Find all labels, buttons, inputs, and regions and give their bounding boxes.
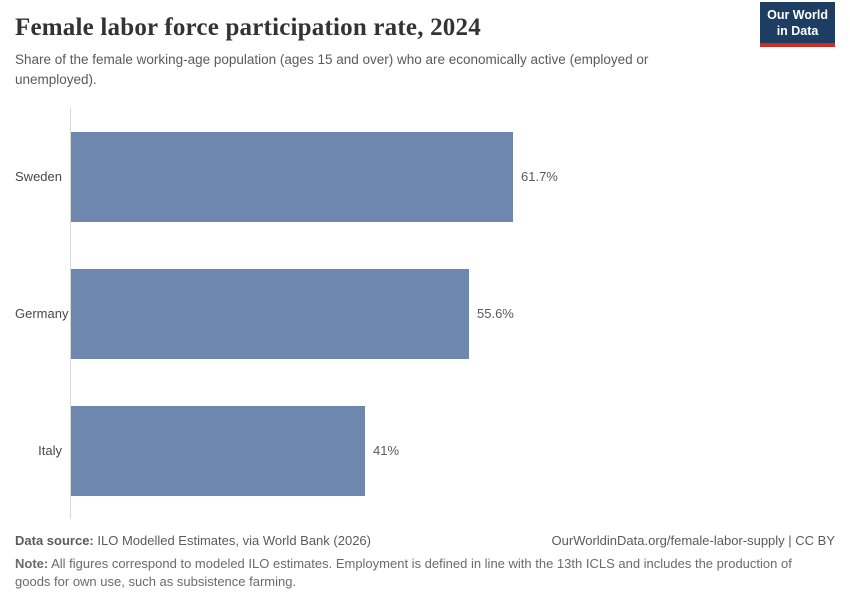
footer-note-text: All figures correspond to modeled ILO es… [15, 556, 792, 590]
value-label-italy: 41% [373, 443, 400, 459]
source-row: Data source: ILO Modelled Estimates, via… [15, 533, 835, 548]
owid-logo[interactable]: Our World in Data [760, 2, 835, 48]
chart-row-italy: Italy 41% [15, 382, 835, 519]
chart-header: Female labor force participation rate, 2… [15, 0, 835, 89]
category-label-germany: Germany [15, 306, 69, 322]
chart-subtitle: Share of the female working-age populati… [15, 52, 649, 87]
owid-logo-line1: Our World [767, 8, 828, 22]
data-source-label: Data source: [15, 533, 94, 549]
bar-track: 61.7% [71, 131, 558, 222]
chart-row-sweden: Sweden 61.7% [15, 108, 835, 245]
page-title: Female labor force participation rate, 2… [15, 14, 481, 41]
bar-germany[interactable] [71, 268, 469, 359]
value-label-sweden: 61.7% [521, 169, 558, 185]
category-label-sweden: Sweden [15, 169, 62, 185]
data-source-text: ILO Modelled Estimates, via World Bank (… [97, 533, 371, 549]
value-label-germany: 55.6% [477, 306, 514, 322]
bar-chart: Sweden 61.7% Germany 55.6% Italy 41% [15, 108, 835, 520]
bar-sweden[interactable] [71, 131, 513, 222]
owid-logo-line2: in Data [776, 23, 819, 38]
footer-note-label: Note: [15, 556, 49, 572]
bar-track: 55.6% [71, 268, 514, 359]
chart-row-germany: Germany 55.6% [15, 245, 835, 382]
bar-italy[interactable] [71, 405, 365, 496]
footer-note: Note: All figures correspond to modeled … [15, 555, 825, 591]
bar-track: 41% [71, 405, 400, 496]
chart-footer: Data source: ILO Modelled Estimates, via… [15, 533, 835, 591]
y-axis-line [70, 108, 71, 520]
data-source: Data source: ILO Modelled Estimates, via… [15, 533, 371, 548]
category-label-italy: Italy [38, 443, 62, 459]
owid-url-link[interactable]: OurWorldinData.org/female-labor-supply |… [551, 533, 835, 549]
